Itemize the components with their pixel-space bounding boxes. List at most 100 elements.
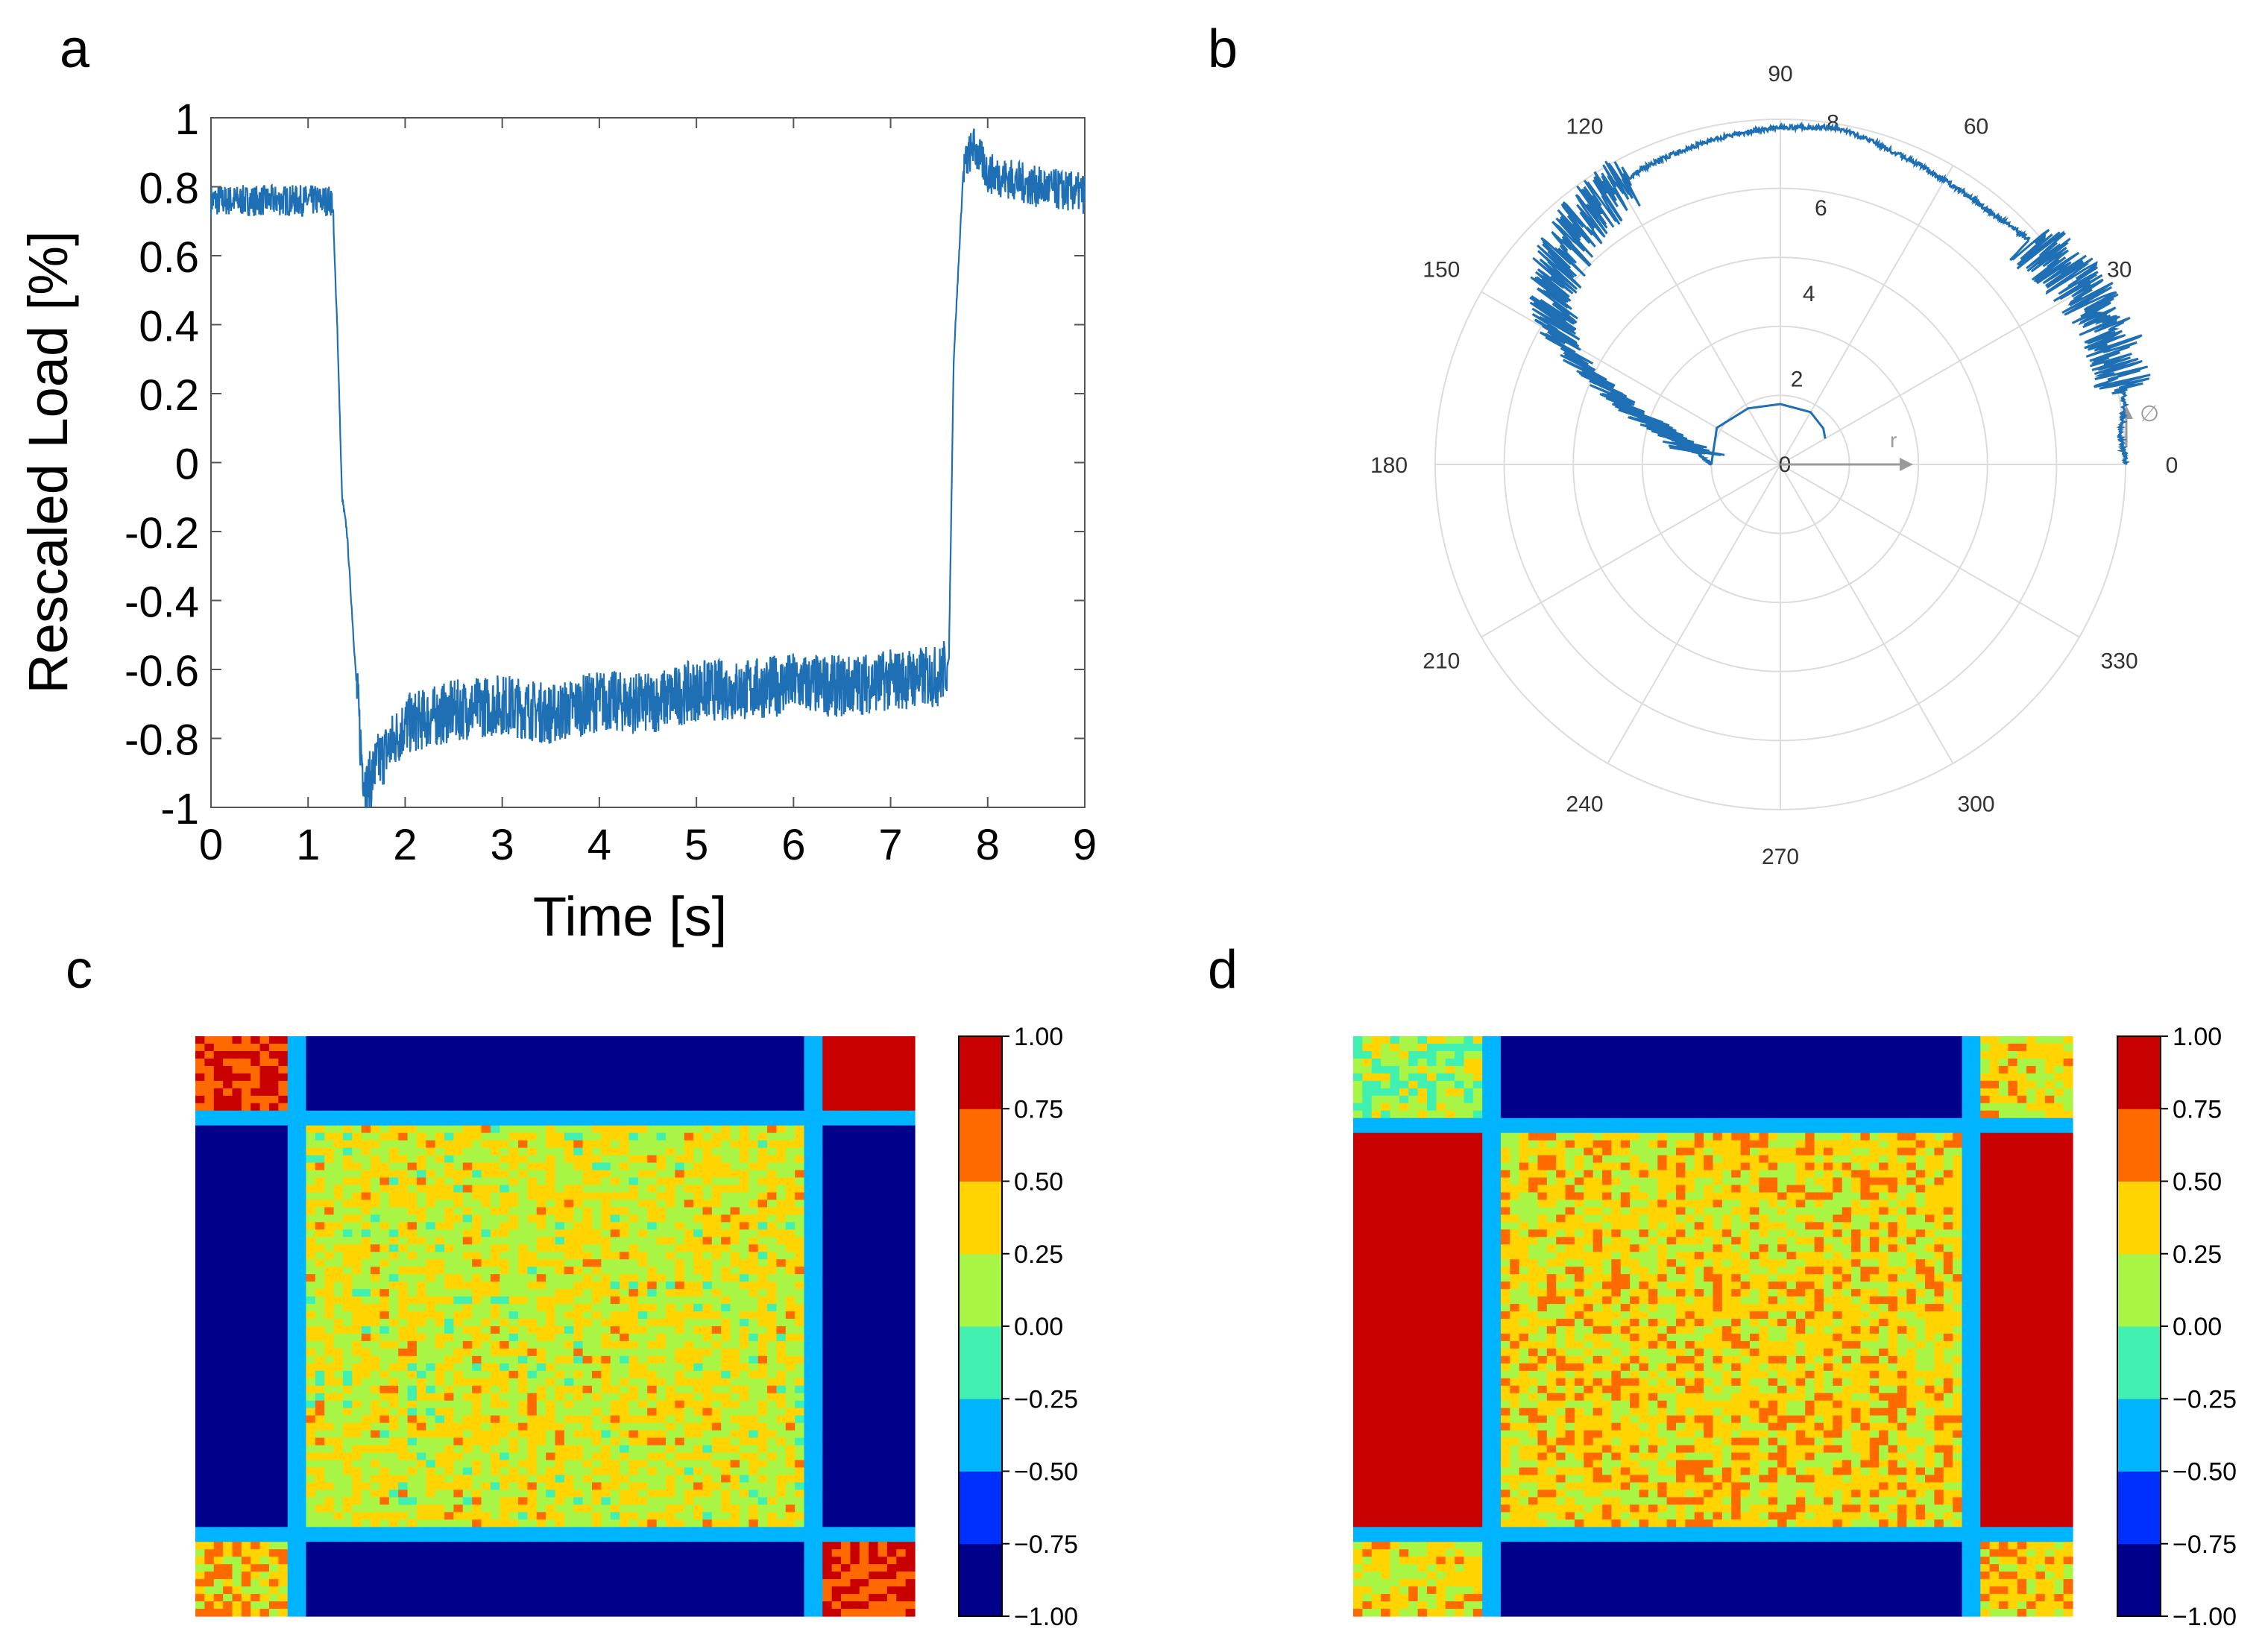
heatmap-cell bbox=[638, 1103, 648, 1112]
heatmap-cell bbox=[850, 1178, 860, 1186]
heatmap-cell bbox=[776, 1066, 786, 1074]
heatmap-cell bbox=[251, 1103, 260, 1112]
heatmap-cell bbox=[306, 1363, 315, 1372]
heatmap-cell bbox=[628, 1237, 638, 1245]
heatmap-cell bbox=[242, 1148, 251, 1156]
heatmap-cell bbox=[795, 1416, 804, 1424]
heatmap-cell bbox=[546, 1178, 555, 1186]
heatmap-cell bbox=[306, 1066, 315, 1074]
heatmap-cell bbox=[675, 1267, 684, 1275]
heatmap-cell bbox=[601, 1431, 611, 1439]
heatmap-cell bbox=[482, 1341, 491, 1349]
heatmap-cell bbox=[251, 1192, 260, 1200]
heatmap-cell bbox=[638, 1088, 648, 1097]
heatmap-cell bbox=[841, 1229, 851, 1238]
heatmap-cell bbox=[749, 1446, 758, 1454]
heatmap-cell bbox=[463, 1274, 473, 1282]
heatmap-cell bbox=[841, 1304, 851, 1312]
heatmap-cell bbox=[776, 1378, 786, 1387]
heatmap-cell bbox=[214, 1036, 224, 1044]
heatmap-cell bbox=[389, 1304, 399, 1312]
polar-grid-spoke bbox=[1780, 464, 1953, 763]
heatmap-cell bbox=[878, 1386, 888, 1394]
heatmap-cell bbox=[315, 1267, 325, 1275]
heatmap-cell bbox=[758, 1051, 768, 1059]
heatmap-cell bbox=[647, 1296, 657, 1305]
heatmap-cell bbox=[352, 1349, 362, 1357]
heatmap-cell bbox=[518, 1446, 528, 1454]
heatmap-cell bbox=[887, 1334, 897, 1342]
heatmap-cell bbox=[749, 1349, 758, 1357]
heatmap-cell bbox=[242, 1081, 251, 1089]
heatmap-cell bbox=[721, 1148, 731, 1156]
heatmap-cell bbox=[398, 1319, 408, 1327]
heatmap-cell bbox=[611, 1431, 620, 1439]
heatmap-cell bbox=[564, 1319, 574, 1327]
heatmap-cell bbox=[334, 1214, 344, 1223]
heatmap-cell bbox=[804, 1081, 814, 1089]
heatmap-cell bbox=[647, 1141, 657, 1149]
heatmap-cell bbox=[749, 1088, 758, 1097]
heatmap-cell bbox=[583, 1170, 593, 1179]
heatmap-cell bbox=[647, 1066, 657, 1074]
heatmap-cell bbox=[343, 1074, 353, 1082]
heatmap-cell bbox=[767, 1267, 777, 1275]
heatmap-cell bbox=[204, 1475, 214, 1483]
heatmap-cell bbox=[297, 1059, 306, 1067]
heatmap-cell bbox=[444, 1178, 454, 1186]
heatmap-cell bbox=[482, 1074, 491, 1082]
heatmap-cell bbox=[352, 1222, 362, 1230]
heatmap-cell bbox=[860, 1378, 869, 1387]
heatmap-cell bbox=[379, 1349, 389, 1357]
heatmap-cell bbox=[906, 1401, 916, 1409]
heatmap-cell bbox=[242, 1408, 251, 1416]
heatmap-cell bbox=[906, 1051, 916, 1059]
heatmap-cell bbox=[491, 1118, 500, 1126]
heatmap-cell bbox=[592, 1438, 602, 1446]
heatmap-cell bbox=[453, 1408, 463, 1416]
heatmap-cell bbox=[537, 1289, 546, 1297]
heatmap-cell bbox=[362, 1475, 371, 1483]
heatmap-cell bbox=[860, 1081, 869, 1089]
heatmap-cell bbox=[832, 1408, 842, 1416]
heatmap-cell bbox=[379, 1081, 389, 1089]
heatmap-cell bbox=[426, 1199, 435, 1208]
heatmap-cell bbox=[666, 1133, 675, 1141]
heatmap-cell bbox=[204, 1207, 214, 1215]
heatmap-cell bbox=[352, 1199, 362, 1208]
heatmap-cell bbox=[693, 1036, 703, 1044]
heatmap-cell bbox=[601, 1311, 611, 1320]
heatmap-cell bbox=[324, 1319, 334, 1327]
heatmap-cell bbox=[813, 1334, 823, 1342]
heatmap-cell bbox=[906, 1237, 916, 1245]
heatmap-cell bbox=[371, 1482, 380, 1490]
heatmap-cell bbox=[749, 1199, 758, 1208]
heatmap-cell bbox=[647, 1156, 657, 1164]
heatmap-cell bbox=[509, 1066, 519, 1074]
heatmap-cell bbox=[417, 1244, 426, 1252]
heatmap-cell bbox=[758, 1126, 768, 1134]
heatmap-cell bbox=[647, 1096, 657, 1104]
heatmap-cell bbox=[242, 1431, 251, 1439]
heatmap-cell bbox=[223, 1237, 233, 1245]
heatmap-cell bbox=[251, 1222, 260, 1230]
heatmap-cell bbox=[260, 1044, 270, 1052]
heatmap-cell bbox=[869, 1326, 878, 1334]
heatmap-cell bbox=[601, 1423, 611, 1431]
heatmap-cell bbox=[758, 1156, 768, 1164]
heatmap-cell bbox=[850, 1088, 860, 1097]
heatmap-cell bbox=[306, 1192, 315, 1200]
heatmap-cell bbox=[242, 1453, 251, 1461]
heatmap-cell bbox=[813, 1111, 823, 1119]
heatmap-cell bbox=[592, 1408, 602, 1416]
heatmap-cell bbox=[343, 1334, 353, 1342]
heatmap-cell bbox=[628, 1126, 638, 1134]
heatmap-cell bbox=[850, 1393, 860, 1402]
heatmap-cell bbox=[592, 1289, 602, 1297]
heatmap-cell bbox=[306, 1118, 315, 1126]
heatmap-cell bbox=[204, 1416, 214, 1424]
heatmap-cell bbox=[343, 1274, 353, 1282]
heatmap-cell bbox=[379, 1274, 389, 1282]
heatmap-cell bbox=[352, 1059, 362, 1067]
heatmap-cell bbox=[334, 1148, 344, 1156]
